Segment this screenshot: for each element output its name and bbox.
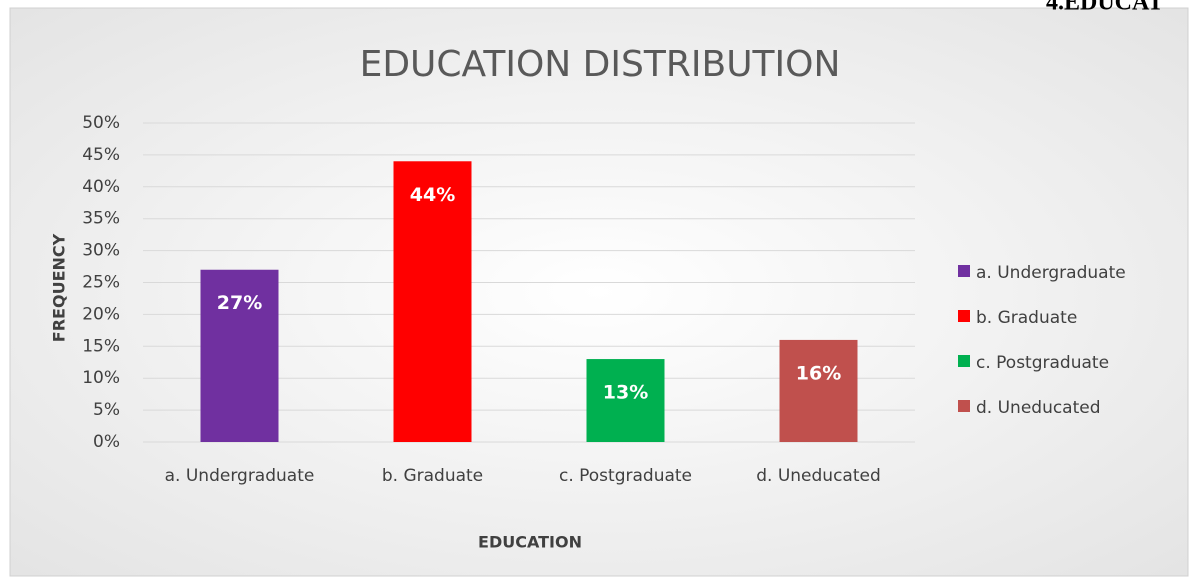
y-tick-label: 20% bbox=[82, 304, 120, 324]
x-tick-label: b. Graduate bbox=[382, 466, 483, 486]
y-tick-label: 5% bbox=[93, 400, 120, 420]
data-label: 27% bbox=[217, 292, 262, 314]
legend-label: b. Graduate bbox=[976, 308, 1077, 328]
bar bbox=[586, 359, 665, 442]
chart-frame bbox=[9, 7, 1189, 577]
y-tick-label: 45% bbox=[82, 145, 120, 165]
data-label: 16% bbox=[796, 362, 841, 384]
y-tick-label: 40% bbox=[82, 177, 120, 197]
x-tick-label: d. Uneducated bbox=[756, 466, 881, 486]
legend-label: d. Uneducated bbox=[976, 398, 1101, 418]
legend-label: c. Postgraduate bbox=[976, 353, 1109, 373]
chart-title: EDUCATION DISTRIBUTION bbox=[360, 44, 841, 85]
y-tick-label: 35% bbox=[82, 209, 120, 229]
bar bbox=[200, 269, 279, 442]
page-heading: 4.EDUCAT bbox=[1046, 0, 1164, 16]
x-tick-label: a. Undergraduate bbox=[165, 466, 315, 486]
data-label: 13% bbox=[603, 382, 648, 404]
legend-swatch bbox=[958, 310, 970, 322]
y-axis-label: FREQUENCY bbox=[50, 233, 69, 342]
legend-label: a. Undergraduate bbox=[976, 263, 1126, 283]
bar bbox=[779, 339, 858, 442]
legend-swatch bbox=[958, 265, 970, 277]
data-label: 44% bbox=[410, 184, 455, 206]
y-tick-label: 15% bbox=[82, 336, 120, 356]
y-tick-label: 10% bbox=[82, 368, 120, 388]
y-tick-label: 25% bbox=[82, 273, 120, 293]
y-tick-label: 30% bbox=[82, 241, 120, 261]
legend-swatch bbox=[958, 355, 970, 367]
y-tick-label: 0% bbox=[93, 432, 120, 452]
bar bbox=[393, 161, 472, 442]
legend-swatch bbox=[958, 400, 970, 412]
x-tick-label: c. Postgraduate bbox=[559, 466, 692, 486]
y-tick-label: 50% bbox=[82, 113, 120, 133]
x-axis-label: EDUCATION bbox=[478, 533, 582, 552]
